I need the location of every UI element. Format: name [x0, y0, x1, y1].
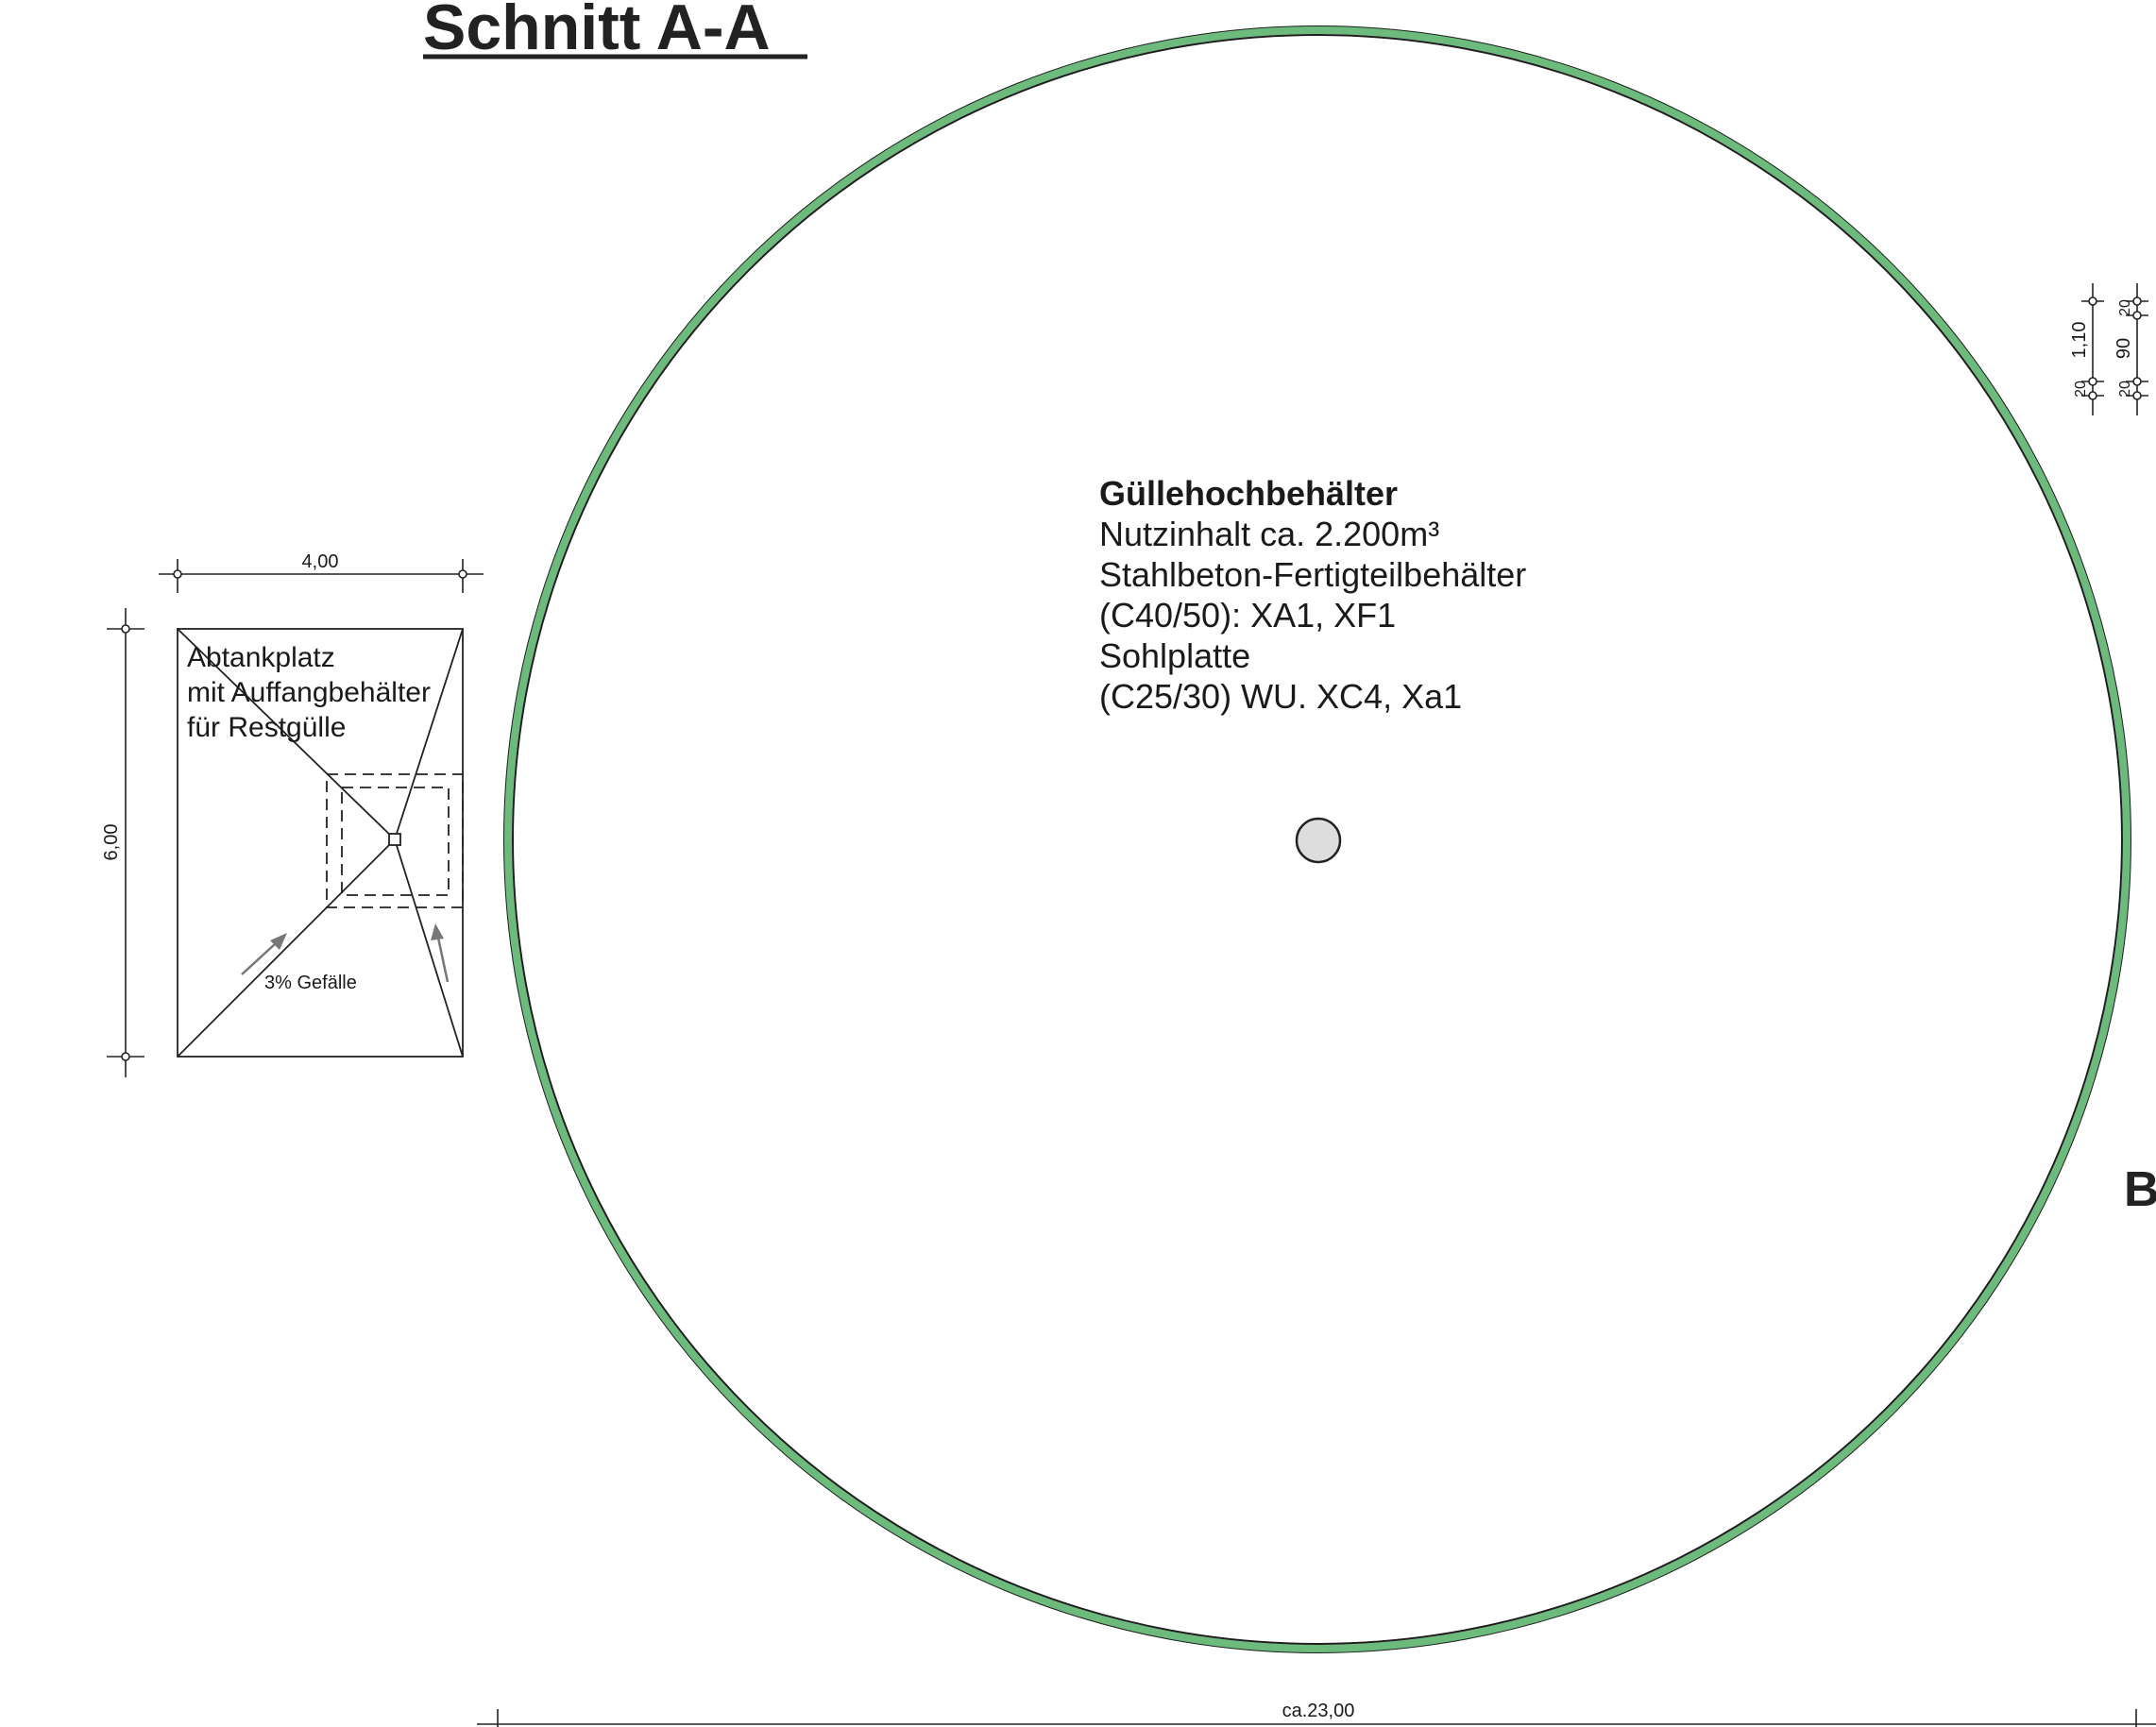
drain-inlet — [388, 833, 401, 846]
drawing-title: Schnitt A-A — [423, 0, 771, 63]
wall-dim-a-bottom: 20 — [2073, 381, 2089, 398]
wall-dimension-chain-a: 1,10 20 — [2069, 283, 2104, 415]
wall-dim-b-top: 20 — [2117, 299, 2133, 316]
tank-wall — [503, 25, 2131, 1653]
collection-tank-outer — [326, 773, 464, 908]
pad-line-2: mit Auffangbehälter — [187, 677, 431, 708]
wall-dim-b-main: 90 — [2114, 338, 2134, 359]
wall-dimension-chain-b: 20 90 20 — [2114, 283, 2148, 415]
pad-line-1: Abtankplatz — [187, 642, 335, 673]
slope-arrow-icon — [431, 923, 450, 983]
slope-label: 3% Gefälle — [264, 973, 357, 993]
tank-line-1: Nutzinhalt ca. 2.200m³ — [1099, 515, 1439, 553]
pad-length-dimension: 6,00 — [101, 608, 144, 1077]
pad-width-label: 4,00 — [302, 551, 339, 572]
wall-dim-a-main: 1,10 — [2069, 322, 2090, 359]
tank-description: Güllehochbehälter Nutzinhalt ca. 2.200m³… — [1099, 474, 1526, 716]
slope-arrow-icon — [241, 933, 287, 975]
tank-line-3: (C40/50): XA1, XF1 — [1099, 596, 1396, 635]
tank-line-4: Sohlplatte — [1099, 636, 1250, 675]
wall-dim-b-bottom: 20 — [2117, 381, 2133, 398]
tank-name: Güllehochbehälter — [1099, 474, 1398, 513]
pad-line-3: für Restgülle — [187, 712, 346, 743]
tank-center-column — [1295, 817, 1342, 864]
tank-diameter-dimension: ca.23,00 — [477, 1701, 2156, 1727]
tank-diameter-label: ca.23,00 — [1282, 1701, 1355, 1721]
tank-line-5: (C25/30) WU. XC4, Xa1 — [1099, 677, 1462, 716]
tank-line-2: Stahlbeton-Fertigteilbehälter — [1099, 555, 1526, 594]
pad-length-label: 6,00 — [101, 824, 122, 861]
unloading-pad: 3% Gefälle Abtankplatz mit Auffangbehält… — [177, 628, 464, 1058]
section-marker-b: B — [2124, 1162, 2156, 1217]
pad-width-dimension: 4,00 — [159, 551, 484, 593]
